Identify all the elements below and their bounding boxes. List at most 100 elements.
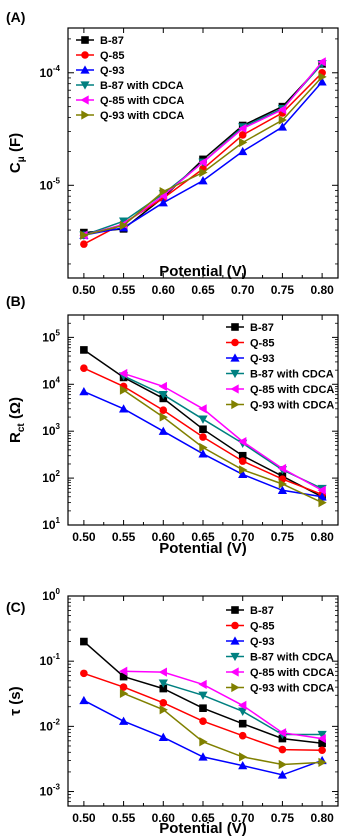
- series-line: [123, 692, 323, 766]
- y-tick-base: 10: [42, 330, 56, 344]
- data-point: [238, 436, 247, 447]
- legend-marker: [231, 621, 239, 630]
- y-tick-base: 10: [40, 66, 54, 80]
- x-tick-label: 0.80: [310, 811, 334, 825]
- x-tick-label: 0.65: [191, 283, 215, 297]
- legend-item: B-87 with CDCA: [76, 80, 184, 92]
- legend-label: B-87: [250, 605, 274, 617]
- y-tick-exponent: -4: [53, 64, 61, 73]
- legend-item: Q-85 with CDCA: [226, 384, 334, 396]
- x-tick-label: 0.75: [271, 530, 295, 544]
- data-point: [317, 485, 326, 495]
- data-point: [238, 761, 248, 770]
- legend-marker: [80, 95, 89, 105]
- y-tick-label: 10-5: [40, 176, 61, 192]
- legend-item: B-87 with CDCA: [226, 369, 334, 381]
- y-tick-base: 10: [40, 178, 54, 192]
- panel-label: (C): [6, 599, 25, 615]
- y-tick-base: 10: [42, 589, 56, 603]
- data-point: [159, 698, 168, 707]
- data-point: [158, 391, 168, 400]
- legend-label: Q-85: [100, 50, 124, 62]
- data-point: [198, 679, 207, 690]
- data-point: [278, 479, 288, 489]
- legend-item: Q-93: [76, 65, 124, 77]
- data-point: [158, 198, 168, 207]
- series-3: [79, 386, 327, 501]
- y-tick-label: 10-1: [40, 652, 61, 668]
- y-tick-exponent: -3: [53, 783, 61, 792]
- data-point: [239, 465, 248, 475]
- legend-label: B-87 with CDCA: [250, 652, 334, 664]
- chart-panel-2: (B)0.50 0.55 0.60 0.65 0.70 0.75 0.80101102103…: [6, 293, 339, 557]
- data-point: [238, 700, 247, 710]
- series-line: [123, 389, 323, 504]
- data-point: [119, 672, 128, 681]
- x-tick-label: 0.75: [271, 283, 295, 297]
- data-point: [278, 759, 288, 770]
- legend-item: Q-93 with CDCA: [226, 400, 334, 412]
- legend-label: B-87 with CDCA: [250, 369, 334, 381]
- y-tick-exponent: 0: [56, 587, 61, 596]
- legend-marker: [230, 369, 240, 379]
- data-point: [198, 691, 208, 700]
- data-point: [199, 442, 208, 453]
- legend-label: Q-93 with CDCA: [250, 400, 334, 412]
- data-point: [159, 406, 168, 415]
- legend-item: B-87: [226, 322, 274, 334]
- x-tick-label: 0.65: [191, 811, 215, 825]
- data-point: [277, 485, 288, 494]
- y-tick-base: 10: [42, 377, 56, 391]
- y-tick-exponent: 1: [56, 516, 61, 525]
- y-tick-base: 10: [40, 785, 54, 799]
- x-tick-label: 0.65: [191, 530, 215, 544]
- series-6: [119, 385, 327, 508]
- data-point: [238, 457, 247, 465]
- legend-label: Q-85 with CDCA: [100, 95, 184, 107]
- data-point: [119, 688, 129, 699]
- series-2: [80, 669, 326, 755]
- x-tick-label: 0.80: [310, 530, 334, 544]
- data-point: [317, 733, 326, 744]
- data-point: [318, 498, 327, 508]
- legend-marker: [80, 65, 90, 74]
- data-point: [80, 364, 88, 373]
- data-point: [317, 77, 327, 86]
- data-point: [318, 746, 326, 755]
- chart-panel-3: (C)0.50 0.55 0.60 0.65 0.70 0.75 0.8010-310-21…: [6, 587, 339, 837]
- data-point: [238, 707, 248, 716]
- data-point: [198, 449, 208, 458]
- legend-marker: [230, 384, 239, 394]
- data-point: [158, 679, 168, 688]
- y-tick-label: 105: [42, 328, 60, 344]
- data-point: [199, 167, 208, 178]
- data-point: [317, 492, 327, 501]
- data-point: [79, 386, 89, 396]
- y-tick-label: 100: [42, 587, 60, 603]
- legend: B-87 Q-85 Q-93 B-87 with CDCA Q-85 with CDCA…: [226, 605, 334, 695]
- y-axis-title-unit: (F): [7, 133, 24, 156]
- y-tick-label: 10-2: [40, 717, 61, 733]
- legend-item: B-87: [226, 605, 274, 617]
- data-point: [158, 667, 167, 677]
- y-axis-title: τ (s): [7, 686, 24, 715]
- data-point: [158, 381, 167, 392]
- data-point: [239, 137, 248, 148]
- x-tick-label: 0.70: [231, 811, 255, 825]
- data-point: [158, 732, 168, 741]
- legend-label: Q-85: [250, 338, 274, 350]
- x-tick-label: 0.50: [72, 530, 96, 544]
- legend-marker: [81, 51, 89, 59]
- legend: B-87 Q-85 Q-93 B-87 with CDCA Q-85 with CDCA…: [76, 35, 184, 122]
- data-point: [239, 752, 248, 762]
- data-point: [199, 425, 207, 434]
- x-tick-label: 0.60: [152, 811, 176, 825]
- data-point: [158, 190, 167, 201]
- data-point: [79, 695, 89, 705]
- data-point: [118, 368, 128, 379]
- x-axis-title: Potential (V): [159, 820, 247, 837]
- legend-label: Q-93 with CDCA: [250, 683, 334, 695]
- data-point: [318, 757, 327, 767]
- data-point: [159, 705, 168, 715]
- legend-label: Q-93: [100, 65, 124, 77]
